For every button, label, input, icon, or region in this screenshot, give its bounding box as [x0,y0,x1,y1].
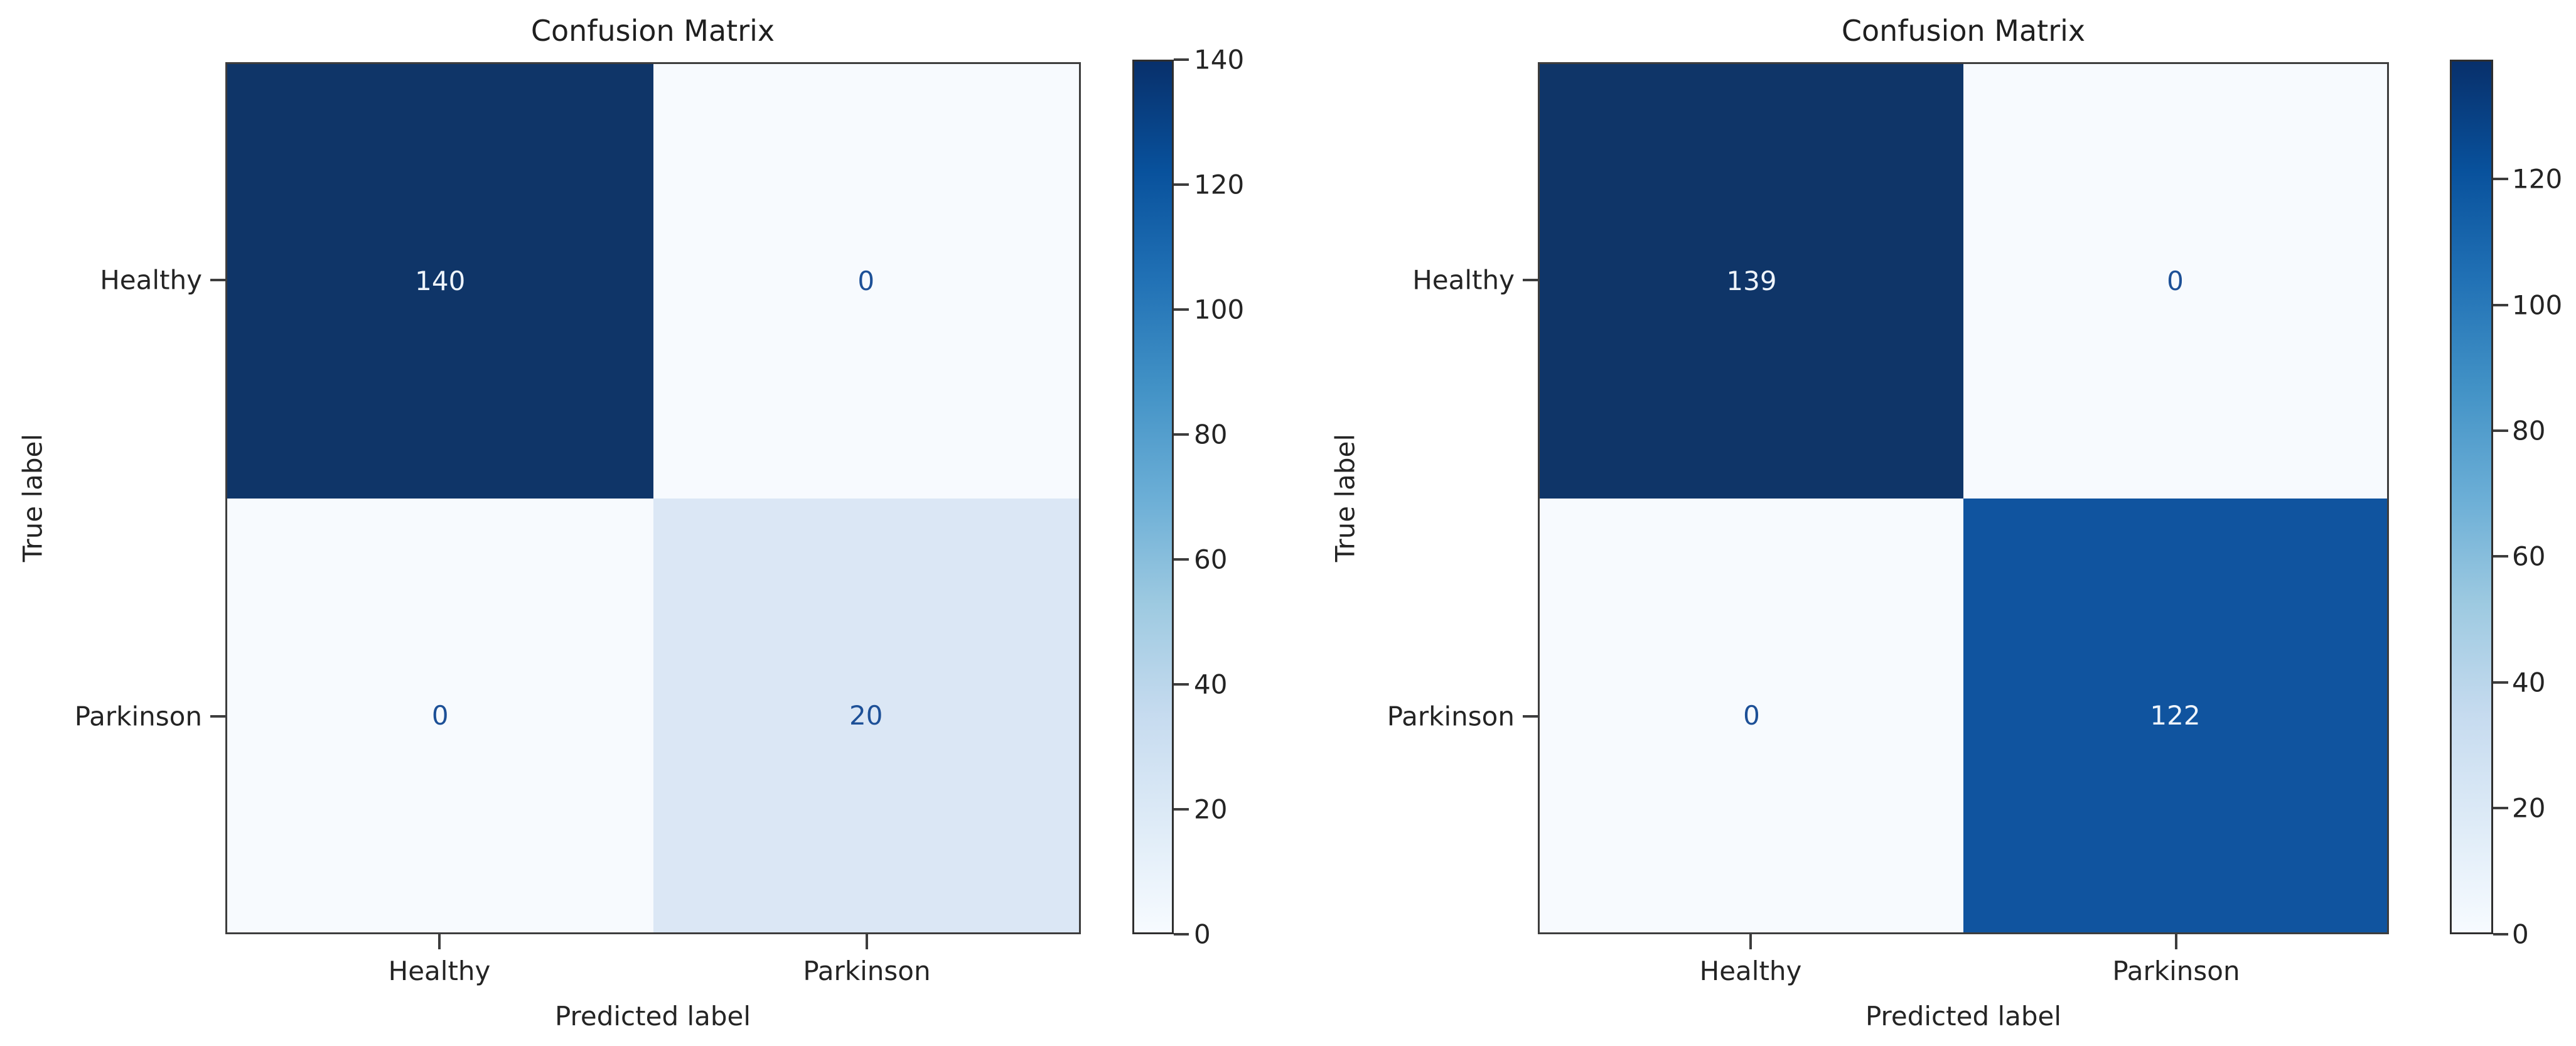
chart-b-cell-healthy-parkinson: 0 [1963,64,2387,499]
cell-value: 139 [1726,266,1777,297]
chart-b-cbar-tick [2493,429,2508,432]
chart-a-xtick-healthy: Healthy [388,956,491,986]
chart-b-ytick-mark [1523,715,1538,718]
chart-a-ytick-healthy: Healthy [100,264,202,296]
chart-a-cbar-label: 100 [1194,294,1245,325]
chart-b-cbar-label: 120 [2512,163,2563,195]
chart-b-cbar-label: 40 [2512,667,2546,698]
chart-a-ytick-parkinson: Parkinson [74,701,202,732]
chart-b-xlabel: Predicted label [1865,1001,2062,1032]
chart-a-cell-parkinson-healthy: 0 [227,498,653,932]
chart-a-cbar-label: 80 [1194,419,1228,450]
cell-value: 140 [415,266,466,297]
chart-a-ylabel: True label [17,433,48,563]
chart-b-cbar-label: 80 [2512,415,2546,446]
chart-a-cbar-tick [1174,683,1189,686]
chart-a-cbar-tick [1174,933,1189,935]
chart-a-cbar-label: 0 [1194,919,1211,950]
chart-a-cbar-tick [1174,433,1189,436]
chart-a-cell-parkinson-parkinson: 20 [653,498,1079,932]
chart-a-cbar-label: 20 [1194,794,1228,825]
chart-a-xlabel: Predicted label [554,1001,751,1032]
chart-a-cbar-label: 140 [1194,44,1245,75]
chart-a-heatmap: 140 0 0 20 [225,62,1081,934]
chart-b-cbar-tick [2493,178,2508,180]
chart-a-cbar-tick [1174,808,1189,811]
chart-b-cbar-tick [2493,555,2508,558]
chart-b-xtick-mark [1749,934,1752,949]
chart-a-cbar-tick [1174,183,1189,186]
chart-a-cbar-tick [1174,308,1189,311]
cell-value: 122 [2150,699,2201,731]
chart-b-xtick-parkinson: Parkinson [2112,956,2240,986]
chart-b-cbar-label: 0 [2512,919,2529,950]
chart-a-cbar-label: 120 [1194,169,1245,200]
chart-a-cell-healthy-healthy: 140 [227,64,653,499]
chart-a-ytick-mark [210,279,225,281]
chart-b-cbar-label: 60 [2512,541,2546,572]
chart-b-title: Confusion Matrix [1841,14,2086,48]
chart-a-cbar-tick [1174,58,1189,61]
cell-value: 0 [2167,266,2184,297]
chart-b-heatmap: 139 0 0 122 [1538,62,2389,934]
chart-b-cbar-label: 100 [2512,289,2563,321]
chart-b-cbar-label: 20 [2512,792,2546,824]
chart-a-xtick-parkinson: Parkinson [803,956,931,986]
chart-a-ytick-mark [210,715,225,718]
chart-a-colorbar [1132,60,1174,934]
chart-a-cbar-tick [1174,558,1189,561]
chart-b-ytick-healthy: Healthy [1412,264,1515,296]
chart-a-title: Confusion Matrix [530,14,775,48]
cell-value: 0 [431,699,449,731]
chart-a-cbar-label: 60 [1194,544,1228,575]
chart-b-cbar-tick [2493,933,2508,935]
chart-a-cell-healthy-parkinson: 0 [653,64,1079,499]
cell-value: 0 [857,266,875,297]
chart-b-cell-parkinson-parkinson: 122 [1963,498,2387,932]
chart-b-cbar-tick [2493,681,2508,684]
cell-value: 20 [849,699,883,731]
cell-value: 0 [1743,699,1760,731]
chart-b-colorbar [2450,60,2493,934]
chart-b-ytick-parkinson: Parkinson [1387,701,1515,732]
chart-b-cbar-tick [2493,304,2508,306]
chart-b-xtick-mark [2175,934,2177,949]
chart-b-cell-parkinson-healthy: 0 [1540,498,1963,932]
chart-b-cbar-tick [2493,807,2508,809]
chart-b-ytick-mark [1523,279,1538,281]
chart-a-xtick-mark [438,934,441,949]
chart-b-xtick-healthy: Healthy [1699,956,1802,986]
chart-b-ylabel: True label [1329,433,1361,563]
chart-a-cbar-label: 40 [1194,669,1228,700]
chart-b-cell-healthy-healthy: 139 [1540,64,1963,499]
chart-a-xtick-mark [866,934,868,949]
